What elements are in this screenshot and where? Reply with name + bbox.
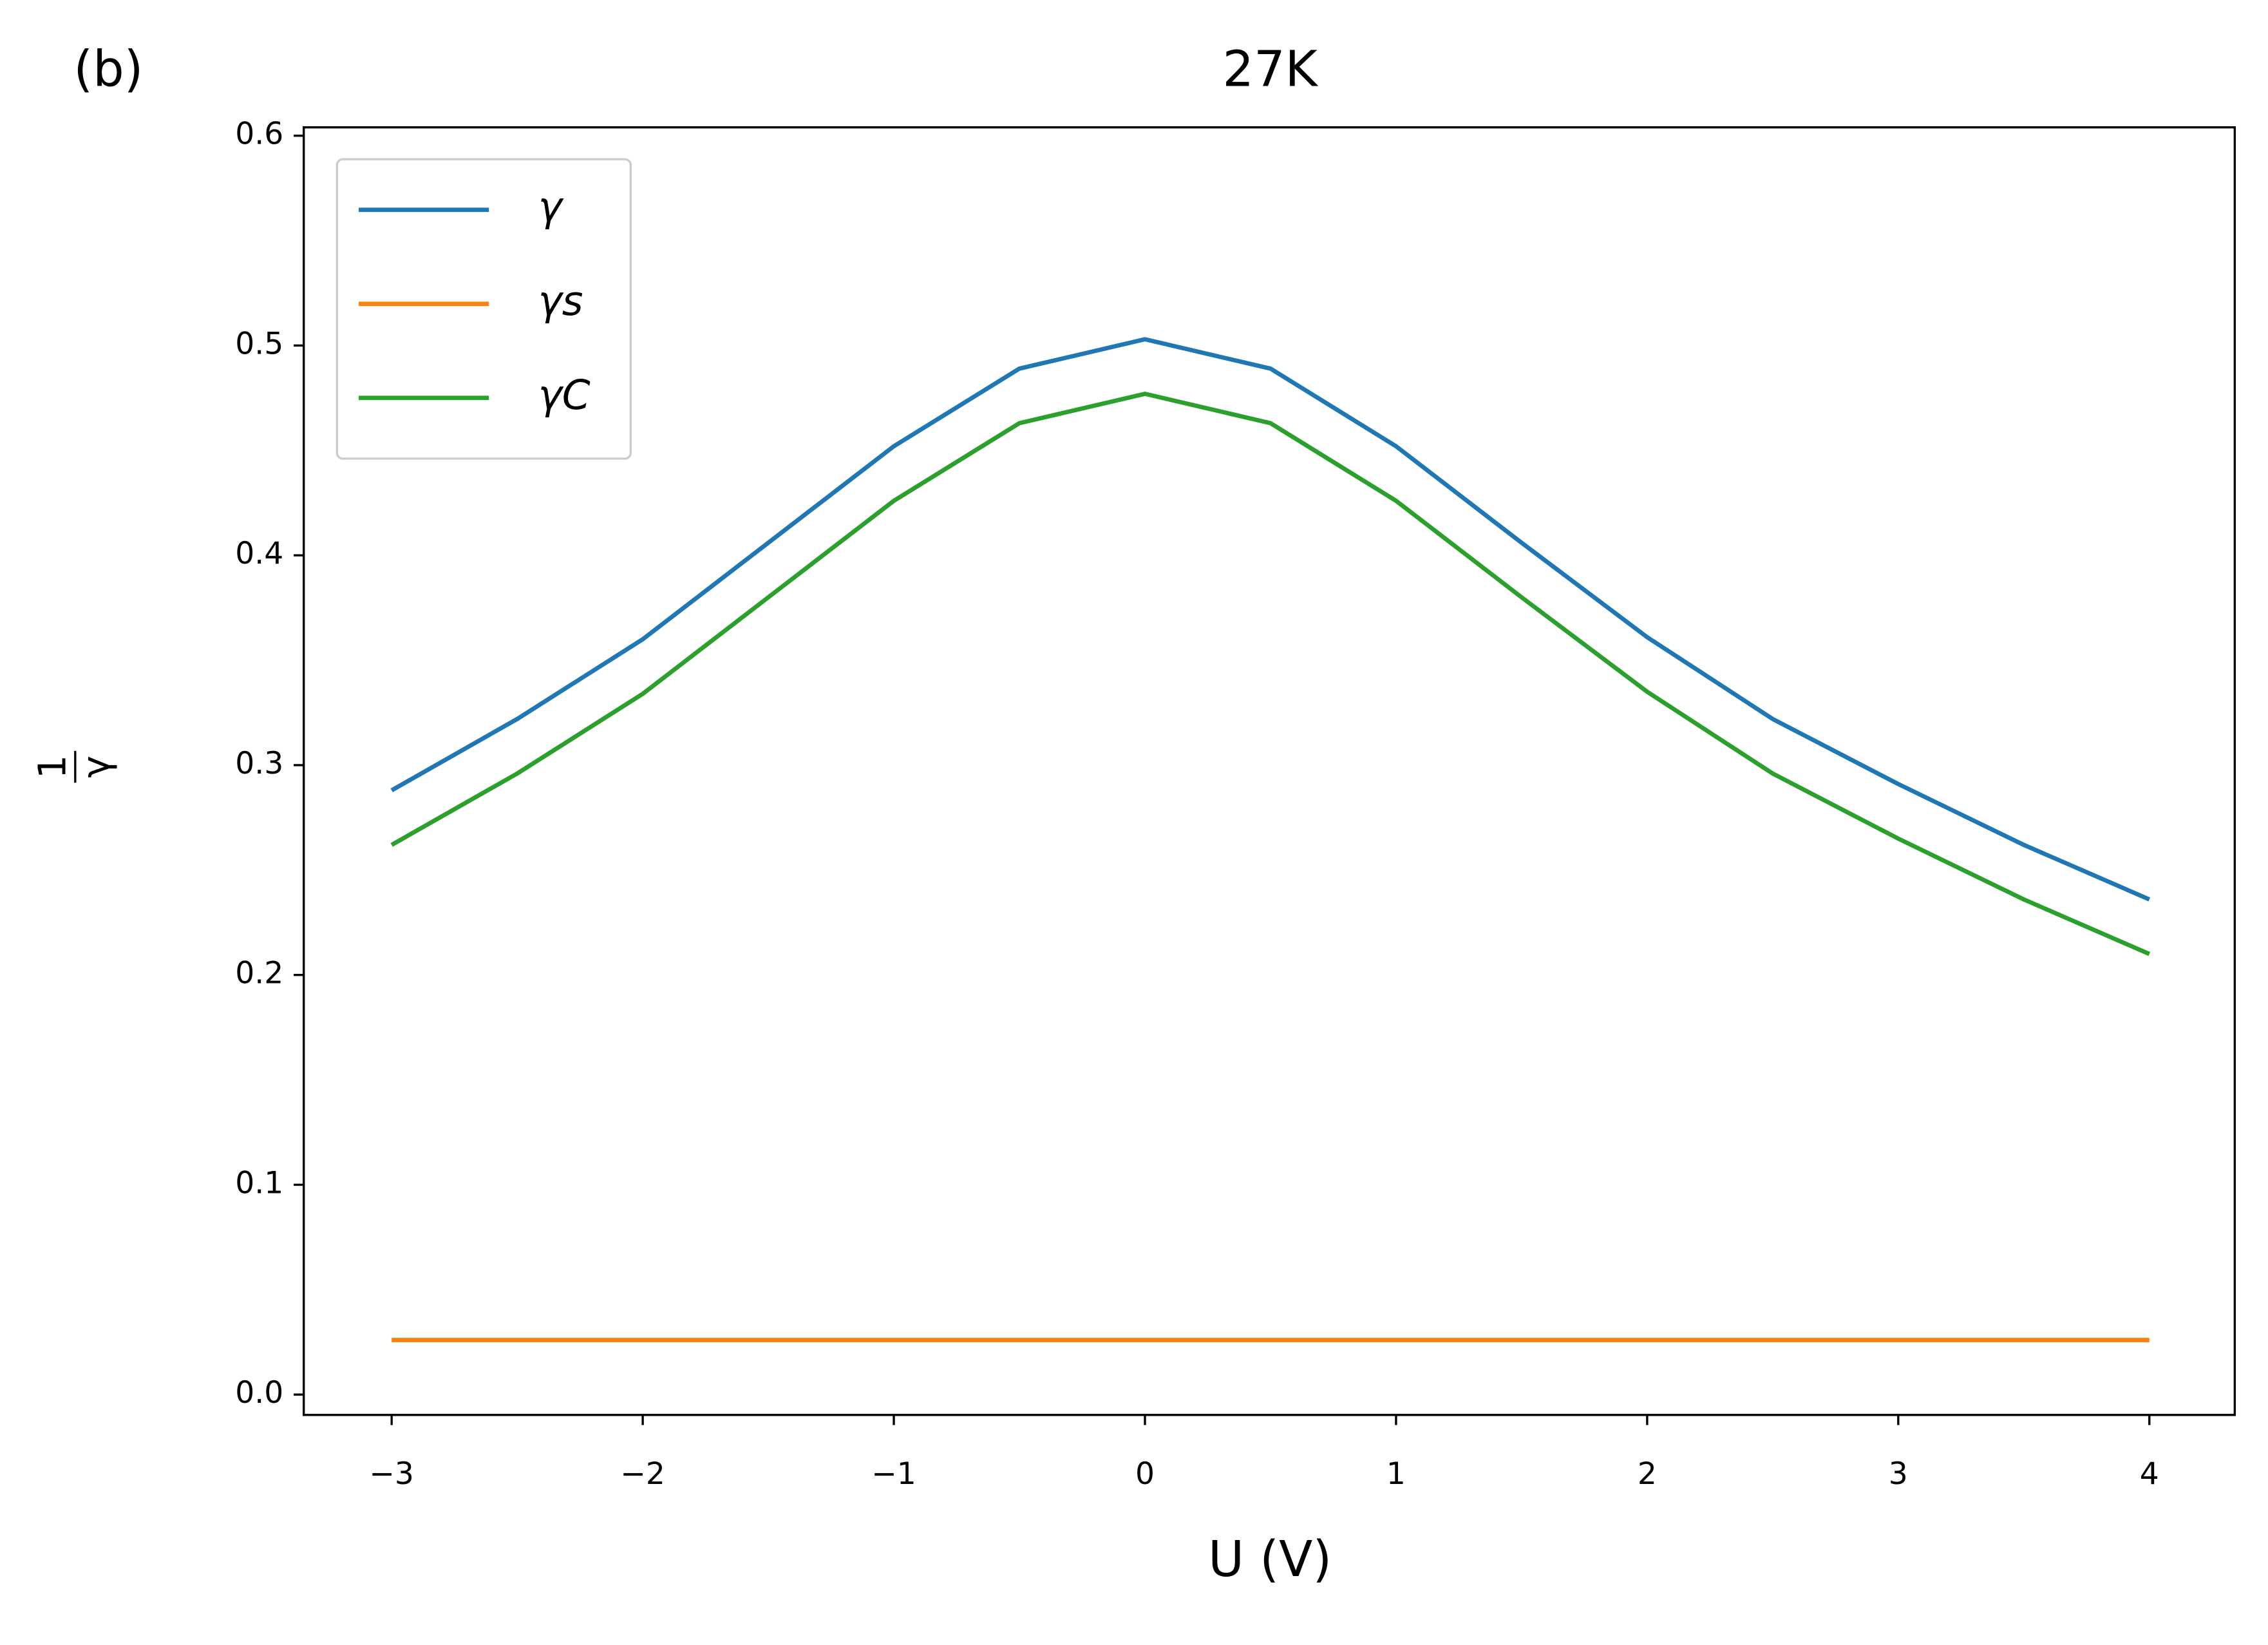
legend-label: γ — [538, 184, 564, 231]
legend-label: γC — [538, 372, 591, 419]
y-tick-label: 0.5 — [235, 326, 283, 361]
x-tick-label: 3 — [1889, 1456, 1908, 1492]
y-tick-label: 0.3 — [235, 746, 283, 781]
x-tick-label: −1 — [871, 1456, 916, 1492]
x-tick-label: 1 — [1386, 1456, 1406, 1492]
x-tick-label: 2 — [1638, 1456, 1657, 1492]
y-tick-label: 0.0 — [235, 1375, 283, 1411]
plot-frame — [303, 126, 2236, 1416]
x-tick-label: 0 — [1135, 1456, 1155, 1492]
x-tick-label: −2 — [620, 1456, 665, 1492]
y-label-numerator: 1 — [30, 755, 74, 779]
legend-label: γs — [538, 278, 583, 325]
y-tick-label: 0.1 — [235, 1165, 283, 1201]
x-axis-label: U (V) — [1208, 1531, 1332, 1588]
x-tick-label: 4 — [2140, 1456, 2159, 1492]
panel-label: (b) — [73, 41, 143, 98]
y-axis-label: 1 γ — [30, 750, 118, 783]
series-line — [390, 337, 2151, 902]
legend-box — [335, 158, 632, 460]
x-tick-label: −3 — [369, 1456, 414, 1492]
series-line — [390, 391, 2151, 956]
y-tick-label: 0.4 — [235, 536, 283, 571]
y-tick-label: 0.2 — [235, 956, 283, 991]
y-tick-label: 0.6 — [235, 117, 283, 152]
y-label-denominator: γ — [74, 756, 118, 778]
chart-title: 27K — [1223, 41, 1319, 98]
